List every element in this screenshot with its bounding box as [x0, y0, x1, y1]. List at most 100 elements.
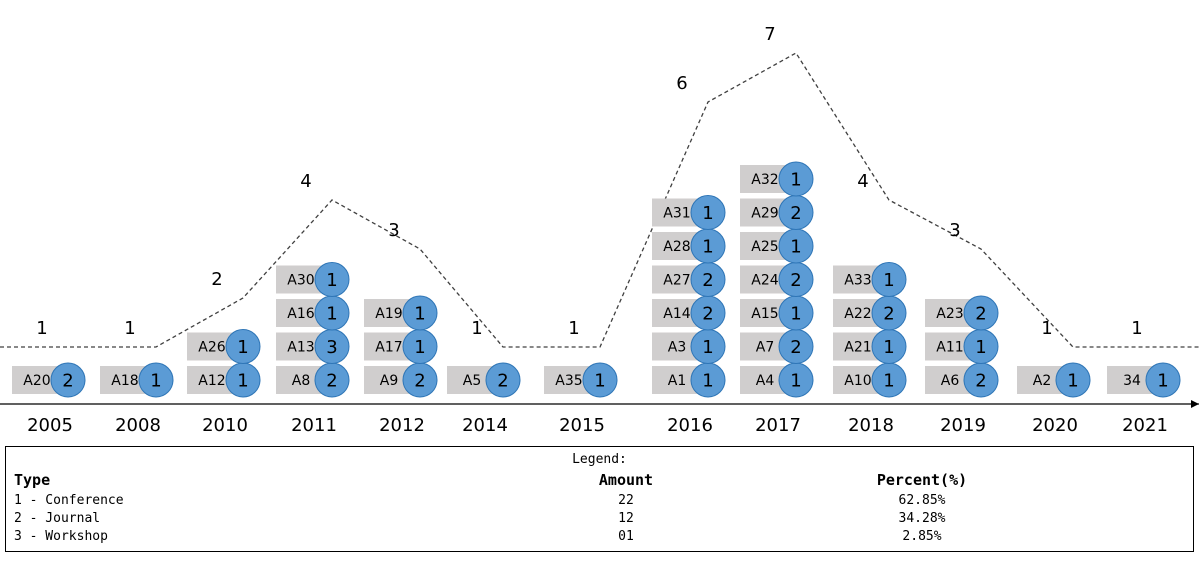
- count-label: 7: [764, 24, 775, 45]
- type-number: 2: [790, 203, 801, 224]
- type-badge: [778, 161, 814, 197]
- publication-id: A18: [111, 373, 138, 389]
- type-number: 2: [790, 337, 801, 358]
- publication-id: A22: [844, 306, 871, 322]
- type-number: 1: [702, 203, 713, 224]
- publication-item: A29 2: [740, 195, 814, 230]
- publication-item: A14 2: [652, 295, 726, 331]
- legend-row-percent: 62.85%: [898, 493, 946, 508]
- legend-row-type: 1 - Conference: [14, 493, 124, 508]
- count-label: 1: [568, 318, 579, 339]
- publication-item: A32 1: [740, 161, 814, 197]
- publication-item: A27 2: [652, 262, 726, 297]
- count-label: 4: [857, 171, 868, 192]
- type-number: 1: [702, 337, 713, 358]
- type-badge: [963, 295, 999, 331]
- publication-id: A16: [287, 306, 314, 322]
- publication-id: A27: [663, 273, 690, 289]
- publication-item: A24 2: [740, 262, 814, 297]
- count-label: 1: [1131, 318, 1142, 339]
- type-number: 1: [790, 371, 801, 392]
- type-number: 1: [414, 304, 425, 325]
- year-label: 2021: [1122, 415, 1168, 436]
- publication-id: A7: [756, 340, 774, 356]
- year-label: 2008: [115, 415, 161, 436]
- publication-item: A22 2: [833, 295, 907, 331]
- legend-header-percent: Percent(%): [876, 471, 968, 489]
- publication-item: A25 1: [740, 228, 814, 264]
- publication-item: A6 2: [925, 362, 999, 398]
- type-number: 2: [414, 371, 425, 392]
- publication-item: A20 2: [12, 362, 86, 398]
- publication-item: A16 1: [276, 295, 350, 331]
- type-number: 1: [237, 337, 248, 358]
- legend-row-type: 3 - Workshop: [14, 529, 108, 544]
- publication-item: A9 2: [364, 362, 438, 398]
- publication-id: A24: [751, 273, 778, 289]
- publication-id: A20: [23, 373, 50, 389]
- type-badge: [225, 329, 261, 364]
- publication-id: A30: [287, 273, 314, 289]
- type-number: 1: [1067, 371, 1078, 392]
- type-number: 2: [497, 371, 508, 392]
- publication-id: A4: [756, 373, 775, 389]
- publication-item: A30 1: [276, 262, 350, 297]
- type-number: 1: [883, 371, 894, 392]
- year-label: 2019: [940, 415, 986, 436]
- publication-id: A14: [663, 306, 690, 322]
- type-badge: [402, 295, 438, 331]
- type-number: 1: [702, 371, 713, 392]
- type-number: 1: [326, 270, 337, 291]
- publication-item: A8 2: [276, 362, 350, 398]
- type-number: 2: [702, 270, 713, 291]
- publication-id: A32: [751, 172, 778, 188]
- publication-item: A23 2: [925, 295, 999, 331]
- year-label: 2005: [27, 415, 73, 436]
- legend-row-amount: 22: [618, 493, 634, 508]
- type-badge: [485, 362, 521, 398]
- type-badge: [871, 262, 907, 297]
- publication-item: A15 1: [740, 295, 814, 331]
- type-number: 1: [790, 237, 801, 258]
- type-number: 2: [975, 304, 986, 325]
- count-label: 1: [124, 318, 135, 339]
- legend-row-percent: 2.85%: [902, 529, 942, 544]
- count-label: 3: [949, 220, 960, 241]
- publication-id: A2: [1033, 373, 1051, 389]
- type-number: 2: [62, 371, 73, 392]
- legend-header-amount: Amount: [598, 471, 654, 489]
- year-label: 2010: [202, 415, 248, 436]
- publication-item: A13 3: [276, 329, 350, 364]
- publication-id: A12: [198, 373, 225, 389]
- type-number: 1: [414, 337, 425, 358]
- legend-box: Legend: Type Amount Percent(%) 1 - Confe…: [5, 446, 1194, 552]
- publication-id: A23: [936, 306, 963, 322]
- publication-item: A3 1: [652, 329, 726, 364]
- type-number: 1: [702, 237, 713, 258]
- publication-item: A28 1: [652, 228, 726, 264]
- publication-id: A11: [936, 340, 963, 356]
- count-label: 3: [388, 220, 399, 241]
- publication-item: A35 1: [544, 362, 618, 398]
- publication-id: A31: [663, 206, 690, 222]
- type-badge: [690, 195, 726, 230]
- publication-item: A19 1: [364, 295, 438, 331]
- publication-id: A19: [375, 306, 402, 322]
- legend-row-amount: 01: [618, 529, 634, 544]
- count-label: 1: [1041, 318, 1052, 339]
- publication-id: A9: [380, 373, 398, 389]
- legend-row-percent: 34.28%: [898, 511, 946, 526]
- year-label: 2014: [462, 415, 508, 436]
- publication-id: A28: [663, 239, 690, 255]
- publication-id: A26: [198, 340, 225, 356]
- publication-id: A17: [375, 340, 402, 356]
- type-number: 1: [326, 304, 337, 325]
- publication-item: A10 1: [833, 362, 907, 398]
- count-label: 1: [471, 318, 482, 339]
- type-number: 2: [975, 371, 986, 392]
- publication-item: A18 1: [100, 362, 174, 398]
- year-label: 2016: [667, 415, 713, 436]
- count-labels: 1 1 2 4 3 1 1 6 7 4 3 1 1: [36, 24, 1142, 339]
